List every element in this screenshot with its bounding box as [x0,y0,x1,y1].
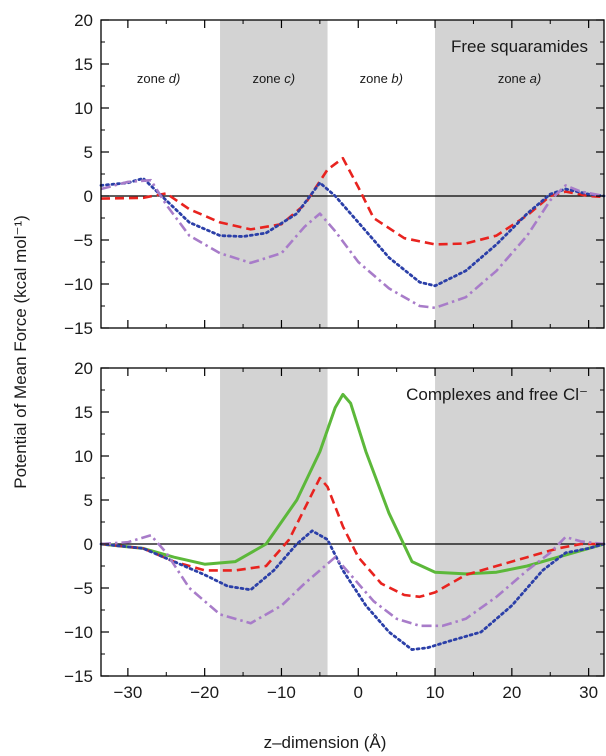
x-tick-label: −30 [113,683,142,702]
zone-label: zone b) [360,71,403,86]
x-tick-label: −20 [190,683,219,702]
shaded-zone [435,368,604,676]
series-line-dotted [99,529,606,651]
x-tick-label: 20 [502,683,521,702]
panel-title: Complexes and free Cl⁻ [406,385,588,404]
x-tick-label: 0 [354,683,363,702]
zone-label: zone d) [137,71,180,86]
panel-free-squaramides: −15 −10 −5 0 5 10 15 20 Free squaramides zone d) z… [64,11,606,338]
y-tick-label: 20 [74,359,93,378]
y-tick-label: −15 [64,319,93,338]
series-line-dotted [99,177,606,288]
y-tick-label: −5 [74,579,93,598]
series-line-dashdot [100,178,605,310]
y-tick-label: 15 [74,55,93,74]
y-tick-label: −5 [74,231,93,250]
y-tick-label: 10 [74,99,93,118]
shaded-zone [220,20,328,328]
x-tick-label: 10 [426,683,445,702]
series-line-dashed [100,476,604,599]
y-tick-label: 0 [84,187,93,206]
shaded-zone [220,368,328,676]
x-tick-label: 30 [579,683,598,702]
y-tick-label: −10 [64,623,93,642]
panel-complexes-and-free-cl: −30 −20 −10 0 10 20 30 −15 −10 −5 0 5 10 15 20 Complexe… [64,359,606,702]
zone-label: zone a) [498,71,541,86]
y-axis-title: Potential of Mean Force (kcal mol⁻¹) [11,215,30,489]
y-tick-label: 5 [84,143,93,162]
y-tick-label: 10 [74,447,93,466]
x-tick-label: −10 [267,683,296,702]
y-tick-label: −15 [64,667,93,686]
series-line-solid [100,392,605,576]
y-tick-label: 20 [74,11,93,30]
zone-label: zone c) [252,71,295,86]
y-tick-label: 15 [74,403,93,422]
y-tick-label: 5 [84,491,93,510]
shaded-zone [435,20,604,328]
y-tick-label: −10 [64,275,93,294]
panel-title: Free squaramides [451,37,588,56]
x-axis-title: z–dimension (Å) [264,733,387,752]
y-tick-label: 0 [84,535,93,554]
